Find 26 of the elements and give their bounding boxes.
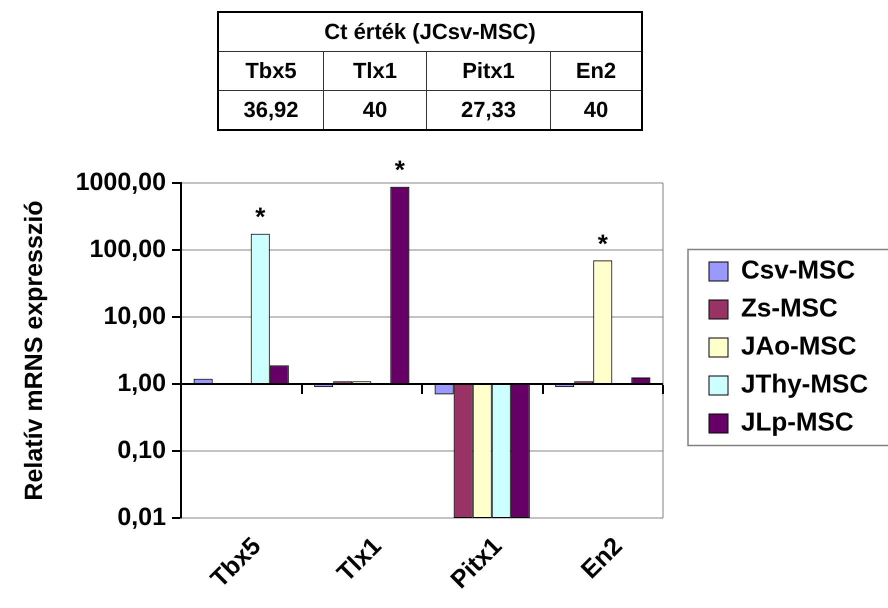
data-label: * (255, 202, 266, 232)
legend-label: Csv-MSC (741, 254, 856, 285)
text: 36,92 (218, 90, 324, 130)
x-tick-label: Tlx1 (332, 532, 387, 588)
text: 27,33 (426, 90, 550, 130)
y-tick-label: 10,00 (103, 302, 166, 330)
y-tick-label: 1,00 (117, 368, 166, 397)
category-label: Tlx1 (352, 58, 398, 83)
y-tick-label: 100,00 (90, 234, 166, 263)
legend-label: JThy-MSC (741, 368, 868, 399)
y-tick-label: 1000,00 (76, 168, 166, 196)
category-label: Tbx5 (245, 58, 297, 83)
legend-label: JAo-MSC (741, 330, 857, 361)
y-tick-label: 0,10 (117, 436, 166, 464)
y-axis-title: Relatív mRNS expresszió (20, 200, 48, 501)
category-label: En2 (576, 58, 616, 83)
text: 40 (324, 90, 426, 130)
legend-label: JLp-MSC (741, 406, 854, 437)
category-label: Pitx1 (462, 58, 515, 83)
data-label: * (598, 228, 609, 258)
text: 40 (550, 90, 642, 130)
legend-label: Zs-MSC (741, 292, 838, 323)
text: Ct érték (JCsv-MSC) (218, 12, 642, 52)
data-label: * (394, 154, 406, 185)
y-tick-label: 0,01 (117, 502, 166, 531)
x-tick-label: En2 (576, 532, 628, 584)
